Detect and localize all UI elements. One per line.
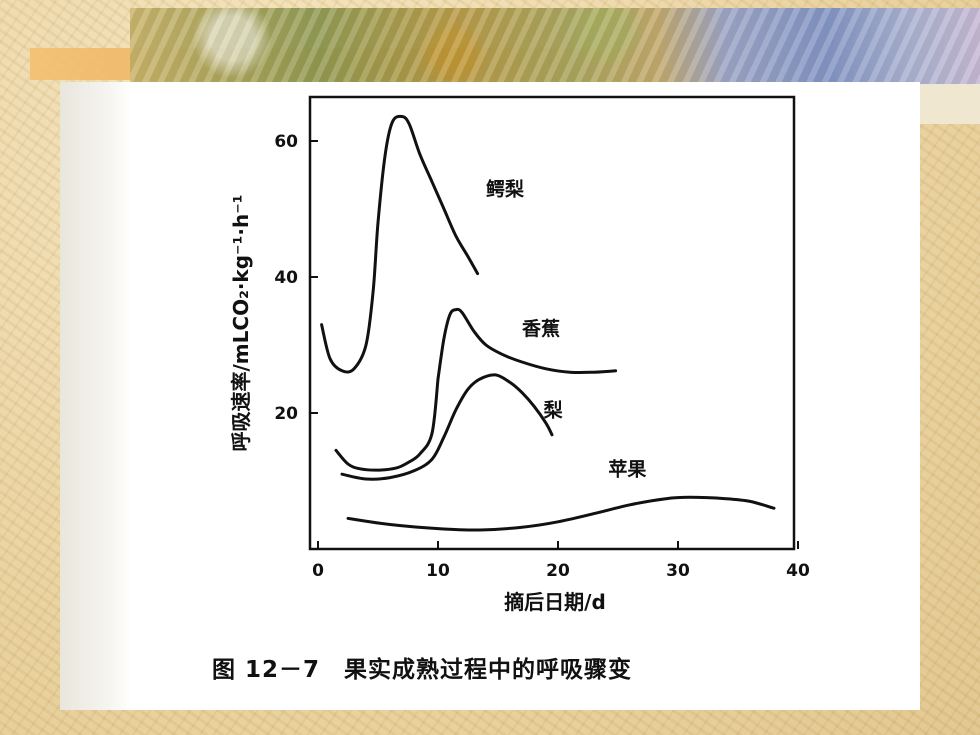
- x-tick-label: 20: [546, 561, 570, 581]
- figure-caption: 图 12－7 果实成熟过程中的呼吸骤变: [212, 656, 632, 683]
- decorative-banner: [130, 8, 980, 84]
- series-label-1: 香蕉: [521, 317, 560, 340]
- x-tick-label: 0: [312, 561, 324, 581]
- series-line-3: [346, 495, 776, 532]
- y-tick-label: 60: [274, 132, 298, 152]
- series-label-3: 苹果: [608, 458, 646, 481]
- x-tick-label: 30: [666, 561, 690, 581]
- y-tick-label: 20: [274, 404, 298, 424]
- x-tick-label: 10: [426, 561, 450, 581]
- series-label-0: 鳄梨: [486, 177, 525, 200]
- axis-ticks: 0 10 20 30 40 20 40 60: [274, 132, 810, 581]
- series-line-0: [320, 114, 480, 374]
- y-tick-label: 40: [274, 268, 298, 288]
- x-axis-title: 摘后日期/d: [504, 590, 606, 614]
- x-tick-label: 40: [786, 561, 810, 581]
- series-line-2: [340, 373, 554, 481]
- series-line-1: [436, 307, 618, 381]
- figure-shadow: [60, 82, 132, 710]
- figure-panel: [60, 82, 920, 710]
- plot-frame: [308, 95, 796, 551]
- y-axis-title: 呼吸速率/mLCO₂·kg⁻¹·h⁻¹: [229, 194, 253, 451]
- series-line-4: [334, 377, 440, 472]
- series-label-2: 梨: [543, 398, 564, 421]
- series-lines: [320, 114, 776, 532]
